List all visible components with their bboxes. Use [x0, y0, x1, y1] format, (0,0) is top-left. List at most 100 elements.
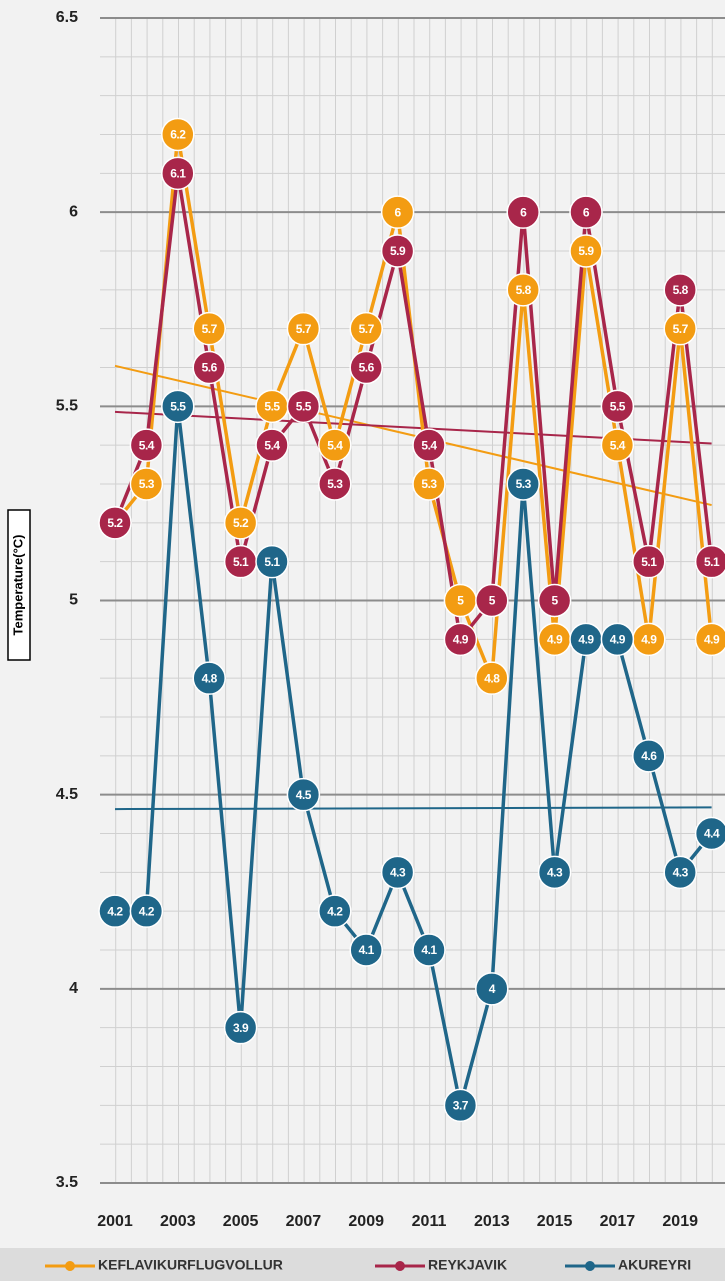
data-label: 5.2 [233, 516, 249, 530]
y-axis-title-box: Temperature(°C) [7, 509, 31, 661]
data-label: 4.8 [484, 671, 500, 685]
data-point [600, 389, 635, 424]
data-label: 5.3 [421, 477, 437, 491]
data-label: 3.9 [233, 1021, 249, 1035]
data-point [632, 739, 666, 773]
data-label: 5.4 [421, 438, 437, 452]
data-label: 5.6 [359, 361, 375, 375]
data-point [663, 311, 697, 346]
data-point [161, 117, 195, 152]
data-point [412, 467, 446, 501]
data-label: 5 [457, 594, 464, 608]
legend-marker [395, 1261, 405, 1271]
data-point [255, 428, 289, 462]
data-label: 5.9 [578, 244, 594, 258]
data-label: 5.3 [139, 477, 155, 491]
data-label: 5.4 [264, 438, 280, 452]
data-label: 5.9 [390, 244, 406, 258]
y-tick-label: 5 [69, 592, 78, 609]
data-point [600, 428, 635, 462]
y-tick-label: 5.5 [56, 398, 78, 415]
data-point [663, 855, 697, 890]
data-point [98, 506, 132, 540]
x-tick-label: 2017 [600, 1213, 636, 1230]
data-point [569, 195, 603, 229]
data-label: 5.6 [202, 361, 218, 375]
data-label: 4.2 [107, 904, 123, 918]
data-label: 4.9 [704, 633, 720, 647]
data-point [569, 234, 603, 268]
y-tick-label: 6.5 [56, 9, 78, 26]
data-point [318, 467, 352, 501]
data-point [129, 894, 164, 928]
data-point [129, 467, 164, 501]
legend-label: REYKJAVIK [428, 1257, 507, 1273]
data-point [506, 195, 540, 229]
data-point [318, 894, 352, 928]
series-line [113, 173, 714, 644]
data-label: 4.3 [390, 866, 406, 880]
data-point [318, 428, 352, 462]
legend-marker [585, 1261, 595, 1271]
data-point [443, 622, 478, 657]
data-label: 5.1 [233, 555, 249, 569]
data-point [380, 234, 415, 268]
data-label: 4 [489, 982, 496, 996]
data-label: 4.9 [610, 633, 626, 647]
data-label: 5.1 [641, 555, 657, 569]
data-point [632, 544, 666, 579]
data-point [380, 195, 415, 229]
data-point [537, 583, 572, 618]
data-label: 4.1 [421, 943, 437, 957]
data-label: 5.5 [264, 400, 280, 414]
data-label: 5.3 [516, 477, 532, 491]
data-label: 3.7 [453, 1099, 469, 1113]
data-label: 5 [489, 594, 496, 608]
y-tick-label: 6 [69, 203, 78, 220]
data-label: 4.3 [547, 866, 563, 880]
data-point [475, 661, 509, 695]
data-point [223, 1010, 258, 1045]
data-label: 5.7 [673, 322, 689, 336]
data-label: 5.7 [202, 322, 218, 336]
data-point [161, 389, 195, 424]
data-point [537, 855, 572, 890]
data-label: 5.3 [327, 477, 343, 491]
data-point [129, 428, 164, 462]
data-point [506, 467, 540, 501]
x-tick-label: 2013 [474, 1213, 510, 1230]
data-label: 5.1 [264, 555, 280, 569]
data-label: 4.2 [139, 904, 155, 918]
data-point [349, 311, 383, 346]
data-point [506, 273, 540, 307]
data-label: 6 [520, 205, 527, 219]
data-point [192, 661, 226, 695]
data-label: 5.5 [170, 400, 186, 414]
data-label: 4.2 [327, 904, 343, 918]
data-point [286, 389, 321, 424]
data-label: 5.8 [516, 283, 532, 297]
x-tick-label: 2015 [537, 1213, 573, 1230]
data-point [161, 156, 195, 191]
legend-marker [65, 1261, 75, 1271]
data-point [286, 311, 321, 346]
data-point [349, 933, 383, 967]
data-point [694, 816, 725, 851]
y-axis-title: Temperature(°C) [10, 534, 25, 635]
trendline [114, 806, 712, 811]
data-point [412, 428, 446, 462]
data-label: 5.8 [673, 283, 689, 297]
data-point [475, 583, 509, 618]
data-label: 4.9 [547, 633, 563, 647]
x-tick-label: 2009 [348, 1213, 384, 1230]
data-point [694, 622, 725, 657]
x-tick-label: 2011 [412, 1213, 447, 1230]
data-point [600, 622, 635, 657]
y-label-box [7, 509, 31, 661]
data-label: 4.1 [359, 943, 375, 957]
data-label: 5.1 [704, 555, 720, 569]
data-label: 5 [552, 594, 559, 608]
data-label: 5.7 [296, 322, 312, 336]
data-label: 4.9 [641, 633, 657, 647]
